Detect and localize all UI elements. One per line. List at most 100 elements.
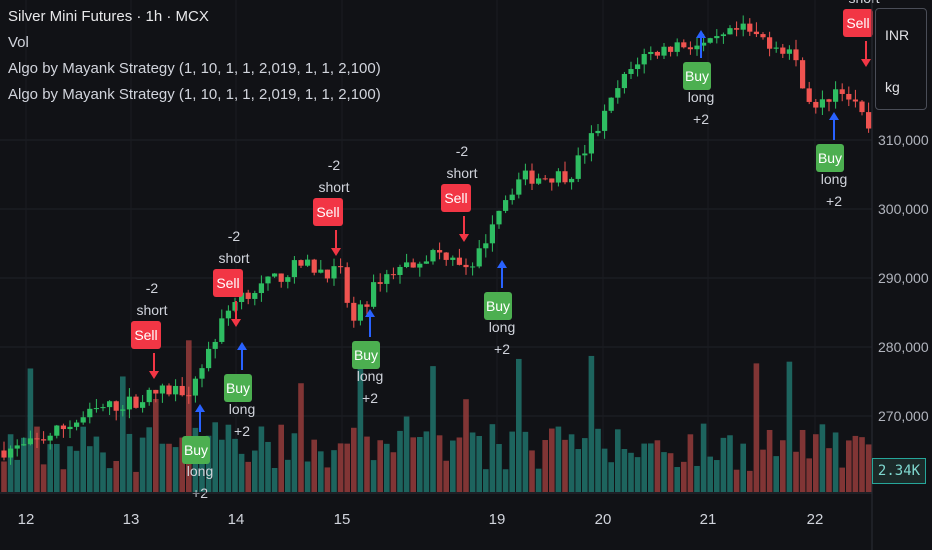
long-arrow-head <box>365 309 375 317</box>
candle <box>34 438 40 440</box>
signal-qty: +2 <box>362 390 378 406</box>
candle <box>225 310 231 319</box>
volume-bar <box>509 431 515 492</box>
candle <box>21 444 27 446</box>
volume-bar <box>324 467 331 492</box>
signal-text: short <box>446 165 477 181</box>
candle <box>522 170 528 180</box>
candle <box>806 88 812 102</box>
candle <box>588 133 594 154</box>
candle <box>430 250 436 262</box>
volume-bar <box>126 433 133 492</box>
candle <box>753 31 759 35</box>
price-tick-label: 310,000 <box>878 132 929 148</box>
volume-bar <box>179 437 185 492</box>
strategy-indicator-label[interactable]: Algo by Mayank Strategy (1, 10, 1, 1, 2,… <box>8 86 381 103</box>
volume-bar <box>588 355 595 492</box>
candle <box>654 51 660 56</box>
candle <box>503 200 509 211</box>
candle <box>740 23 746 30</box>
price-tick-label: 290,000 <box>878 270 929 286</box>
volume-bar <box>562 439 568 492</box>
volume-bar <box>34 426 40 492</box>
volume-bar <box>80 426 86 492</box>
volume-bar <box>291 433 298 492</box>
candle <box>331 266 337 279</box>
signal-label: Buy <box>354 347 378 363</box>
volume-bar <box>733 469 740 492</box>
buy-signal: Buy long +2 <box>484 260 515 357</box>
sell-signal: Sell short -2 <box>313 157 350 256</box>
candle <box>595 130 601 134</box>
candle <box>351 302 357 321</box>
candle <box>100 407 106 409</box>
signal-text: long <box>357 368 383 384</box>
volume-bar <box>489 424 496 492</box>
signal-text: long <box>821 171 847 187</box>
signal-label: Buy <box>818 150 842 166</box>
candle <box>615 88 621 98</box>
volume-bar <box>265 441 271 492</box>
price-tick-label: 270,000 <box>878 408 929 424</box>
volume-bar <box>714 460 720 492</box>
volume-bar <box>232 438 238 492</box>
candle <box>437 250 443 253</box>
signal-qty: +2 <box>234 423 250 439</box>
volume-bar <box>14 459 20 492</box>
currency-label[interactable]: INR <box>885 27 910 43</box>
buy-label-box <box>683 62 711 90</box>
volume-bar <box>285 459 291 492</box>
volume-bar <box>575 449 581 492</box>
date-tick-label: 13 <box>123 511 140 528</box>
candle <box>305 259 311 266</box>
candle <box>608 97 614 111</box>
volume-bar <box>252 450 258 492</box>
volume-bar <box>153 398 159 492</box>
volume-bar <box>793 451 799 492</box>
volume-bar <box>476 436 482 492</box>
unit-selector[interactable]: INR kg <box>875 8 927 110</box>
candle <box>569 178 575 183</box>
volume-bar <box>826 448 832 492</box>
signal-label: Sell <box>216 275 239 291</box>
symbol-title[interactable]: Silver Mini Futures · 1h · MCX <box>8 8 209 25</box>
short-arrow-head <box>861 59 871 67</box>
candle <box>8 448 14 458</box>
volume-bar <box>311 439 317 492</box>
candle <box>47 435 53 441</box>
volume-bar <box>238 453 245 492</box>
volume-bar <box>859 437 865 492</box>
volume-bar <box>549 428 555 492</box>
signal-label: Sell <box>134 327 157 343</box>
strategy-indicator-label[interactable]: Algo by Mayank Strategy (1, 10, 1, 1, 2,… <box>8 60 381 77</box>
candle <box>113 401 119 411</box>
volume-bar <box>806 458 812 492</box>
volume-bar <box>667 453 674 492</box>
candle <box>456 257 462 265</box>
candle <box>800 60 806 89</box>
quantity-unit-label[interactable]: kg <box>885 79 900 95</box>
volume-indicator-label[interactable]: Vol <box>8 34 29 51</box>
signal-qty: -2 <box>228 228 241 244</box>
volume-bar <box>608 462 614 492</box>
candle <box>41 439 47 441</box>
volume-bar <box>106 468 113 492</box>
candle <box>120 409 126 411</box>
date-tick-label: 12 <box>18 511 35 528</box>
volume-bar <box>139 437 146 492</box>
candle <box>496 210 502 225</box>
volume-bar <box>271 467 278 492</box>
volume-bar <box>172 447 179 492</box>
sell-signal: Sell short -2 <box>213 228 250 327</box>
candle <box>1 450 7 458</box>
candle <box>278 273 284 282</box>
candle <box>813 101 819 108</box>
volume-bar <box>661 452 667 492</box>
volume-bar <box>436 435 443 492</box>
candle <box>661 46 667 56</box>
date-tick-label: 20 <box>595 511 612 528</box>
short-arrow-head <box>331 248 341 256</box>
candle <box>529 170 535 184</box>
candle <box>450 257 456 260</box>
